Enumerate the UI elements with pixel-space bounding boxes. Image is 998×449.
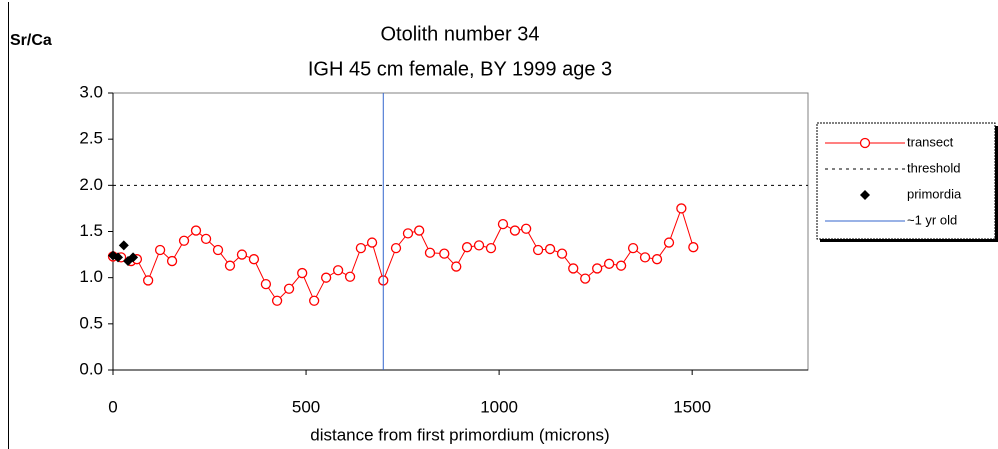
data-point <box>424 247 436 258</box>
data-point <box>451 261 462 272</box>
data-point <box>676 203 687 214</box>
legend-marker <box>860 190 870 200</box>
data-point <box>627 242 639 254</box>
data-point <box>344 271 356 282</box>
data-point <box>509 225 521 236</box>
data-point <box>128 252 139 263</box>
y-tick-label: 0.5 <box>79 313 103 332</box>
y-tick-label: 2.5 <box>79 129 103 148</box>
legend-label: primordia <box>907 186 962 201</box>
data-point <box>580 273 591 284</box>
data-point <box>461 242 473 253</box>
x-tick-label: 1000 <box>480 397 518 416</box>
data-point <box>485 242 497 254</box>
x-axis-label: distance from first primordium (microns) <box>310 425 609 444</box>
data-point <box>402 228 414 239</box>
data-point <box>688 242 699 253</box>
data-point <box>142 275 154 286</box>
data-point <box>473 240 485 251</box>
data-point <box>663 237 675 248</box>
data-point <box>200 233 212 245</box>
data-point <box>651 254 663 265</box>
legend <box>816 122 996 240</box>
data-point <box>544 243 556 255</box>
data-point <box>497 218 509 230</box>
legend-label: ~1 yr old <box>907 212 957 227</box>
data-point <box>592 263 603 274</box>
data-point <box>568 263 579 274</box>
chart-subtitle: IGH 45 cm female, BY 1999 age 3 <box>308 58 612 80</box>
data-point <box>283 283 295 294</box>
data-point <box>556 248 568 259</box>
data-point <box>248 254 260 265</box>
y-tick-label: 2.0 <box>79 175 103 194</box>
data-point <box>190 225 202 236</box>
legend-label: threshold <box>907 160 960 175</box>
plot-area <box>112 92 809 371</box>
data-point <box>390 242 402 254</box>
data-point <box>532 244 544 256</box>
y-axis-label: Sr/Ca <box>10 32 52 49</box>
x-tick-label: 500 <box>292 397 320 416</box>
y-tick-label: 1.5 <box>79 221 103 240</box>
chart-title: Otolith number 34 <box>381 23 540 45</box>
legend-label: transect <box>907 134 954 149</box>
data-point <box>166 255 178 267</box>
data-point <box>414 225 425 236</box>
data-point <box>212 244 224 256</box>
data-point <box>520 223 532 234</box>
data-point <box>154 244 166 256</box>
data-point <box>439 248 450 259</box>
data-point <box>320 272 332 283</box>
x-tick-label: 0 <box>108 397 117 416</box>
data-point <box>236 249 248 260</box>
data-point <box>355 242 367 254</box>
data-point <box>260 278 272 290</box>
y-tick-label: 0.0 <box>79 359 103 378</box>
data-point <box>224 260 236 271</box>
series-line <box>112 206 694 302</box>
y-tick-label: 1.0 <box>79 267 103 286</box>
data-point <box>178 235 190 246</box>
data-point <box>366 237 378 248</box>
data-point <box>113 252 124 263</box>
data-point <box>604 258 615 269</box>
data-point <box>332 265 344 276</box>
data-point <box>615 260 627 271</box>
data-point <box>639 252 651 263</box>
y-tick-label: 3.0 <box>79 82 103 101</box>
legend-marker <box>859 137 871 149</box>
data-point <box>297 267 308 279</box>
x-tick-label: 1500 <box>673 397 711 416</box>
data-point <box>118 240 129 251</box>
data-point <box>271 295 283 306</box>
data-point <box>309 295 320 306</box>
